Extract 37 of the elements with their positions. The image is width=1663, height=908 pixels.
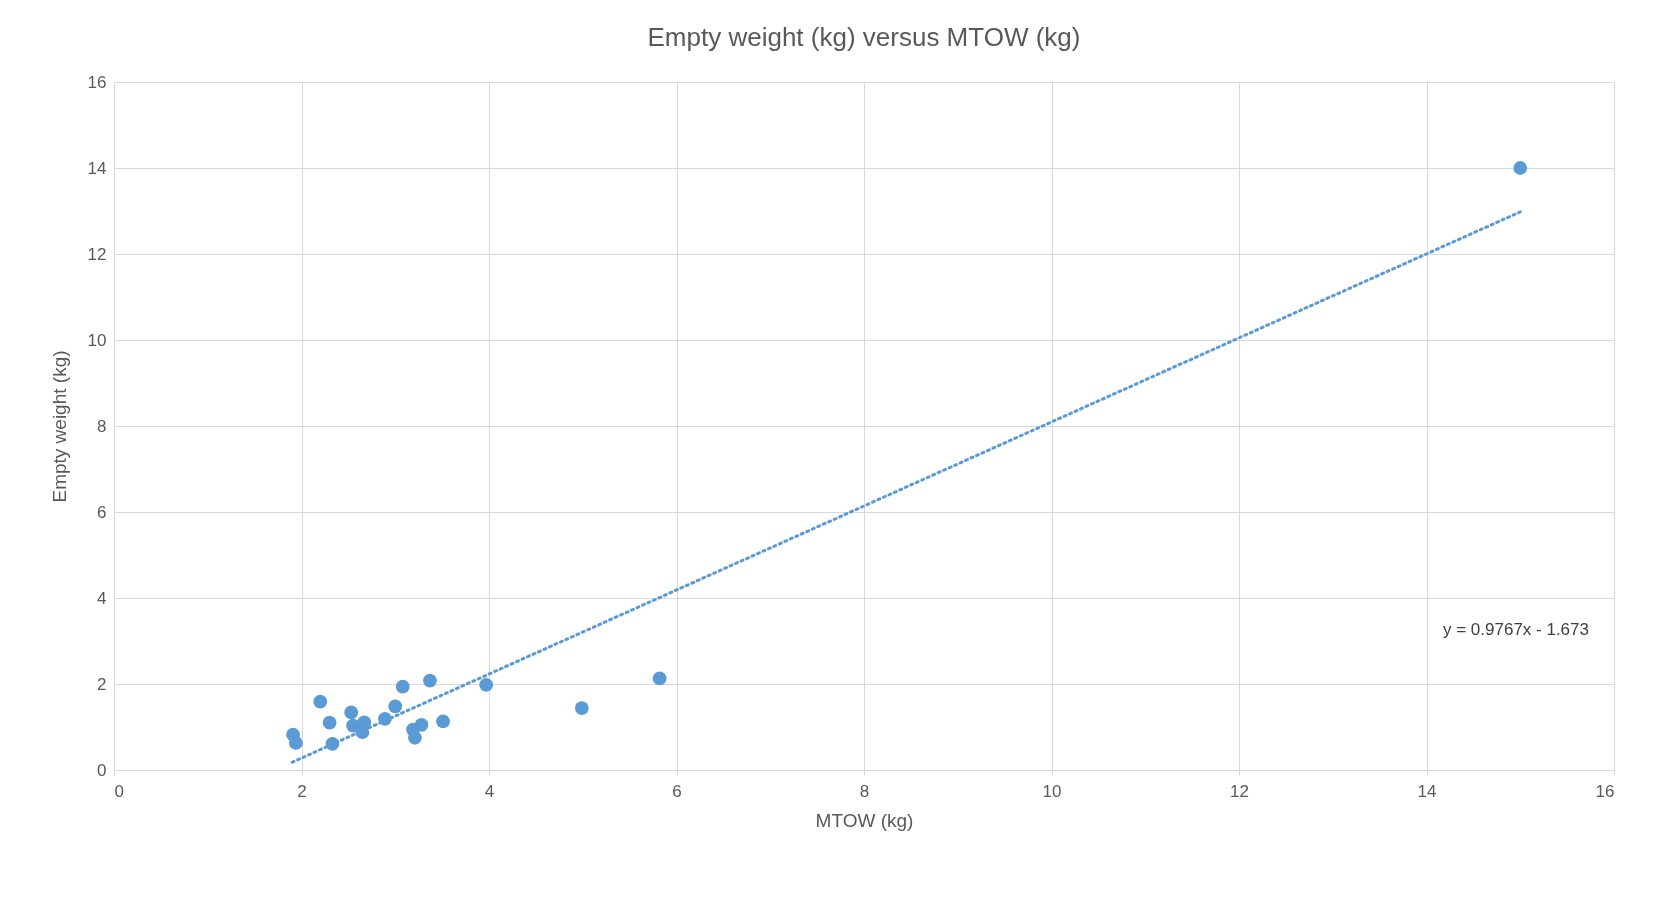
y-tick-label: 14 <box>87 158 107 178</box>
y-tick-label: 4 <box>97 588 107 608</box>
point <box>652 671 667 686</box>
point <box>1513 161 1528 175</box>
y-tick-label: 0 <box>97 760 107 780</box>
point <box>414 717 429 732</box>
y-tick-label: 6 <box>97 502 107 522</box>
annotation: y = 0.9767x - 1.673 <box>1442 620 1589 640</box>
y-axis-title: Empty weight (kg) <box>48 350 70 503</box>
point <box>423 673 437 688</box>
point <box>574 701 589 715</box>
chart-title: Empty weight (kg) versus MTOW (kg) <box>647 22 1081 52</box>
y-tick-label: 10 <box>87 330 107 350</box>
y-tick-label: 8 <box>97 416 107 436</box>
point <box>344 705 359 720</box>
point <box>436 714 450 729</box>
x-tick-label: 4 <box>484 781 495 801</box>
x-tick-label: 2 <box>297 781 307 801</box>
x-tick-label: 8 <box>859 781 870 801</box>
x-axis-title: MTOW (kg) <box>815 809 914 831</box>
x-tick-label: 10 <box>1042 781 1062 801</box>
y-tick-label: 12 <box>87 244 107 264</box>
x-tick-label: 12 <box>1230 781 1249 801</box>
point <box>395 679 410 694</box>
x-tick-label: 16 <box>1595 781 1615 801</box>
x-tick-label: 14 <box>1417 781 1437 801</box>
point <box>313 694 328 709</box>
x-tick-label: 0 <box>114 781 124 801</box>
y-tick-label: 16 <box>87 72 107 92</box>
point <box>322 715 337 730</box>
point <box>408 730 422 745</box>
x-tick-label: 6 <box>672 781 682 801</box>
y-tick-label: 2 <box>97 674 107 694</box>
point <box>357 715 372 730</box>
point <box>288 736 303 750</box>
point <box>479 677 494 692</box>
point <box>388 699 403 714</box>
